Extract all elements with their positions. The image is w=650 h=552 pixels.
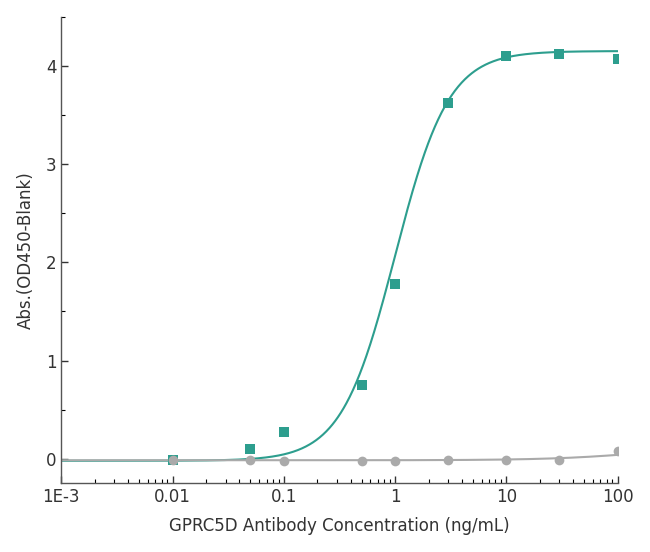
X-axis label: GPRC5D Antibody Concentration (ng/mL): GPRC5D Antibody Concentration (ng/mL) [169, 517, 510, 535]
Y-axis label: Abs.(OD450-Blank): Abs.(OD450-Blank) [17, 171, 34, 329]
